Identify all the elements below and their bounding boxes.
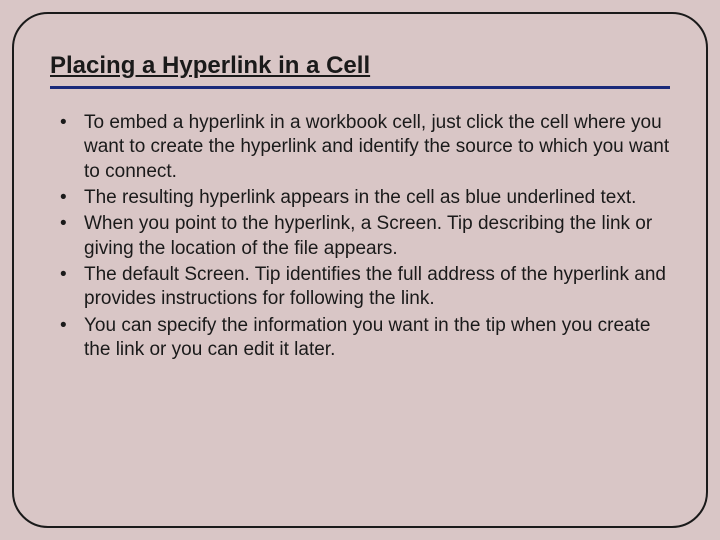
list-item: When you point to the hyperlink, a Scree… (50, 212, 670, 261)
slide-frame: Placing a Hyperlink in a Cell To embed a… (12, 12, 708, 528)
slide-title: Placing a Hyperlink in a Cell (50, 52, 670, 80)
bullet-list: To embed a hyperlink in a workbook cell,… (50, 111, 670, 362)
list-item: To embed a hyperlink in a workbook cell,… (50, 111, 670, 184)
list-item: The resulting hyperlink appears in the c… (50, 186, 670, 210)
list-item: The default Screen. Tip identifies the f… (50, 263, 670, 312)
title-divider (50, 86, 670, 89)
list-item: You can specify the information you want… (50, 314, 670, 363)
